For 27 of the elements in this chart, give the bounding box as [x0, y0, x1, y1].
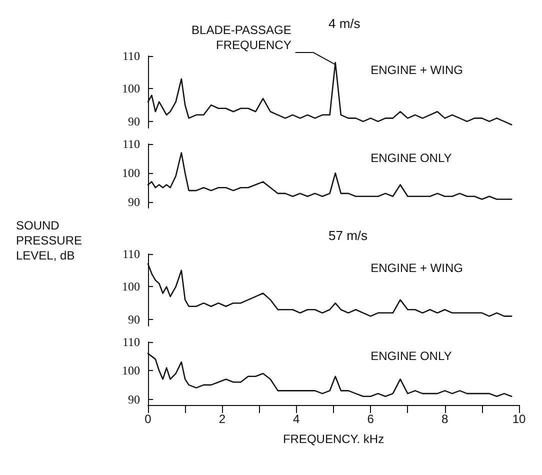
y-tick-label: 90 [128, 392, 140, 406]
y-tick-label: 110 [122, 335, 140, 349]
annotation: ENGINE ONLY [370, 349, 452, 363]
y-axis-title: SOUND PRESSURE LEVEL, dB [16, 218, 86, 262]
x-tick-label: 10 [512, 412, 526, 426]
y-tick-label: 100 [122, 280, 140, 294]
chart-title: 4 m/s [328, 16, 361, 31]
y-tick-label: 110 [122, 49, 140, 63]
annotation: ENGINE + WING [370, 261, 463, 275]
y-tick-label: 100 [122, 82, 140, 96]
x-tick-label: 2 [218, 412, 226, 426]
x-tick-label: 0 [144, 412, 152, 426]
y-tick-label: 110 [122, 247, 140, 261]
y-tick-label: 90 [128, 312, 140, 326]
annotation: ENGINE + WING [370, 63, 463, 77]
y-tick-label: 90 [128, 114, 140, 128]
annotation: BLADE-PASSAGE FREQUENCY [192, 23, 292, 52]
x-axis-title: FREQUENCY. kHz [282, 432, 384, 446]
y-tick-label: 100 [122, 364, 140, 378]
y-tick-label: 110 [122, 137, 140, 151]
x-tick-label: 4 [293, 412, 300, 426]
y-tick-label: 100 [122, 166, 140, 180]
x-tick-label: 6 [367, 412, 374, 426]
chart-title: 57 m/s [328, 228, 368, 243]
x-tick-label: 8 [441, 412, 448, 426]
y-tick-label: 90 [128, 195, 140, 210]
annotation: ENGINE ONLY [370, 151, 452, 165]
